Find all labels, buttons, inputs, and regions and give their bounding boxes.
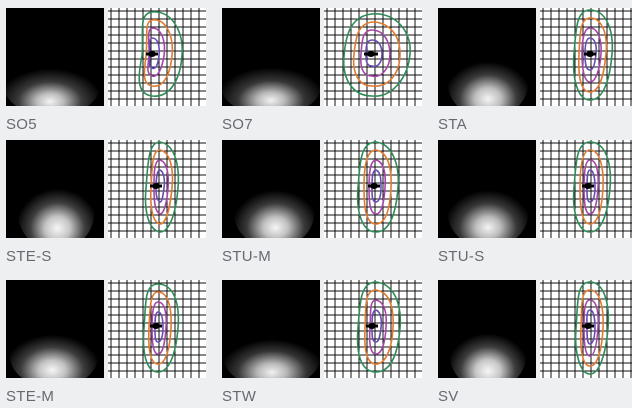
fixture-marker-icon bbox=[367, 51, 375, 57]
distribution-name: SV bbox=[438, 388, 459, 405]
isofootcandle-plot bbox=[324, 140, 422, 238]
isofootcandle-plot bbox=[540, 280, 632, 378]
light-spill-photo bbox=[6, 8, 104, 106]
fixture-marker-icon bbox=[148, 51, 156, 57]
fixture-marker-icon bbox=[584, 323, 592, 329]
isofootcandle-plot bbox=[540, 8, 632, 106]
distribution-thumbnail[interactable] bbox=[438, 8, 632, 106]
light-spill-photo bbox=[438, 280, 536, 378]
light-spill-photo bbox=[222, 8, 320, 106]
distribution-thumbnail[interactable] bbox=[222, 8, 422, 106]
distribution-name: STU-S bbox=[438, 248, 485, 265]
distribution-thumbnail[interactable] bbox=[6, 140, 206, 238]
isofootcandle-plot bbox=[540, 140, 632, 238]
distribution-name: STA bbox=[438, 116, 467, 133]
light-spill-photo bbox=[222, 140, 320, 238]
isofootcandle-plot bbox=[108, 8, 206, 106]
fixture-marker-icon bbox=[152, 323, 160, 329]
distribution-thumbnail[interactable] bbox=[222, 140, 422, 238]
distribution-thumbnail[interactable] bbox=[222, 280, 422, 378]
distribution-name: STW bbox=[222, 388, 257, 405]
distribution-card-ste-s[interactable]: STE-S bbox=[6, 140, 206, 268]
light-spill-photo bbox=[222, 280, 320, 378]
distribution-thumbnail[interactable] bbox=[6, 8, 206, 106]
isofootcandle-plot bbox=[108, 140, 206, 238]
distribution-card-stu-m[interactable]: STU-M bbox=[222, 140, 422, 268]
isofootcandle-plot bbox=[108, 280, 206, 378]
distribution-thumbnail[interactable] bbox=[438, 280, 632, 378]
fixture-marker-icon bbox=[152, 183, 160, 189]
distribution-thumbnail[interactable] bbox=[438, 140, 632, 238]
distribution-card-so7[interactable]: SO7 bbox=[222, 8, 422, 136]
fixture-marker-icon bbox=[370, 183, 378, 189]
distribution-name: SO5 bbox=[6, 116, 37, 133]
distribution-name: STU-M bbox=[222, 248, 271, 265]
light-spill-photo bbox=[438, 140, 536, 238]
distribution-thumbnail[interactable] bbox=[6, 280, 206, 378]
distribution-name: STE-S bbox=[6, 248, 52, 265]
fixture-marker-icon bbox=[584, 183, 592, 189]
distribution-name: SO7 bbox=[222, 116, 253, 133]
light-spill-photo bbox=[6, 140, 104, 238]
light-spill-photo bbox=[6, 280, 104, 378]
fixture-marker-icon bbox=[368, 323, 376, 329]
distribution-name: STE-M bbox=[6, 388, 55, 405]
distribution-card-ste-m[interactable]: STE-M bbox=[6, 280, 206, 408]
distribution-card-sv[interactable]: SV bbox=[438, 280, 632, 408]
fixture-marker-icon bbox=[586, 51, 594, 57]
distribution-card-stu-s[interactable]: STU-S bbox=[438, 140, 632, 268]
distribution-card-stw[interactable]: STW bbox=[222, 280, 422, 408]
isofootcandle-plot bbox=[324, 8, 422, 106]
distribution-card-so5[interactable]: SO5 bbox=[6, 8, 206, 136]
isofootcandle-plot bbox=[324, 280, 422, 378]
light-spill-photo bbox=[438, 8, 536, 106]
distribution-card-sta[interactable]: STA bbox=[438, 8, 632, 136]
